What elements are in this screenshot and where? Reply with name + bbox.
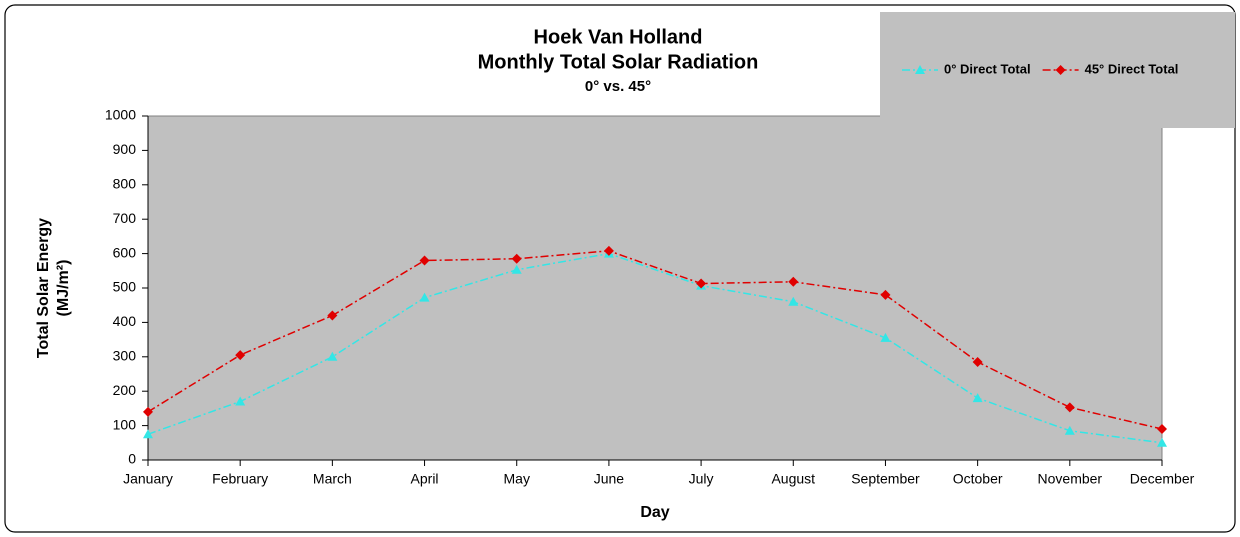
- data-point: [511, 264, 522, 274]
- x-tick-label: September: [851, 471, 920, 487]
- y-tick-label: 0: [128, 451, 136, 467]
- y-tick-label: 900: [113, 141, 137, 157]
- data-point: [1157, 424, 1167, 435]
- x-tick-label: February: [212, 471, 268, 487]
- y-tick-label: 400: [113, 313, 137, 329]
- y-tick-label: 200: [113, 382, 137, 398]
- x-tick-label: March: [313, 471, 352, 487]
- chart-subtitle: 0° vs. 45°: [585, 78, 651, 95]
- y-axis-label: Total Solar Energy: [35, 218, 52, 358]
- data-point: [696, 278, 707, 289]
- data-point: [1064, 402, 1075, 413]
- data-point: [788, 296, 799, 306]
- y-tick-label: 100: [113, 416, 137, 432]
- data-point: [235, 396, 246, 406]
- legend-label: 45° Direct Total: [1085, 61, 1179, 76]
- chart-title: Monthly Total Solar Radiation: [478, 51, 759, 73]
- x-tick-label: December: [1130, 471, 1195, 487]
- data-point: [419, 292, 430, 302]
- plot-area: [147, 115, 1163, 461]
- y-tick-label: 500: [113, 279, 137, 295]
- x-tick-label: April: [411, 471, 439, 487]
- x-axis-label: Day: [640, 504, 669, 521]
- series-line: [147, 252, 1163, 444]
- data-point: [788, 276, 799, 287]
- y-tick-label: 800: [113, 176, 137, 192]
- data-point: [603, 245, 614, 256]
- legend-marker: [915, 65, 925, 74]
- data-point: [880, 332, 891, 342]
- data-point: [972, 356, 983, 367]
- y-tick-label: 700: [113, 210, 137, 226]
- data-point: [1157, 437, 1167, 447]
- x-tick-label: June: [594, 471, 625, 487]
- y-axis-label: (MJ/m²): [55, 260, 72, 317]
- data-point: [143, 406, 153, 417]
- x-tick-label: January: [123, 471, 173, 487]
- y-tick-label: 1000: [105, 107, 136, 123]
- x-tick-label: November: [1038, 471, 1103, 487]
- data-point: [880, 289, 891, 300]
- legend-label: 0° Direct Total: [944, 61, 1031, 76]
- data-point: [419, 255, 430, 266]
- data-point: [511, 253, 522, 264]
- data-point: [235, 350, 246, 361]
- chart-title: Hoek Van Holland: [534, 26, 703, 48]
- x-tick-label: August: [771, 471, 815, 487]
- series-line: [147, 250, 1163, 430]
- data-point: [327, 310, 338, 321]
- x-tick-label: October: [953, 471, 1003, 487]
- legend-marker: [1055, 65, 1066, 75]
- x-tick-label: July: [689, 471, 714, 487]
- y-tick-label: 300: [113, 348, 137, 364]
- data-point: [972, 393, 983, 403]
- data-point: [1064, 425, 1075, 435]
- x-tick-label: May: [504, 471, 530, 487]
- data-point: [327, 351, 338, 361]
- data-point: [143, 429, 153, 439]
- y-tick-label: 600: [113, 244, 137, 260]
